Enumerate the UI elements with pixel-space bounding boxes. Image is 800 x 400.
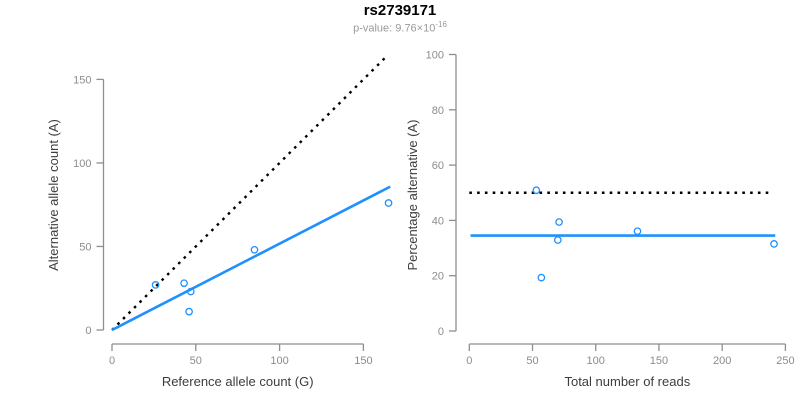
data-point	[537, 273, 546, 282]
data-point	[186, 287, 195, 296]
y-tick-label: 0	[438, 326, 444, 338]
y-tick-label: 50	[79, 241, 91, 253]
y-axis-title: Alternative allele count (A)	[46, 119, 61, 271]
figure-title: rs2739171	[363, 2, 437, 19]
x-axis-title: Reference allele count (G)	[162, 374, 314, 389]
pvalue-text: p-value: 9.76×10	[353, 22, 436, 35]
data-point	[770, 240, 778, 248]
x-tick-label: 200	[713, 355, 731, 367]
data-point	[384, 199, 393, 207]
x-tick-label: 100	[587, 355, 605, 367]
x-tick-label: 100	[270, 355, 288, 367]
data-point	[633, 227, 642, 236]
identity-line	[111, 54, 389, 331]
x-tick-label: 0	[466, 355, 472, 367]
percentage-plot: 0 50 100 150 200 250 0 20 40 60 80 100 Total number …	[405, 50, 795, 390]
y-tick-label: 60	[432, 160, 444, 172]
y-tick-label: 20	[432, 271, 444, 283]
x-tick-label: 250	[776, 355, 794, 367]
x-axis-title: Total number of reads	[564, 374, 690, 389]
data-point	[185, 307, 193, 316]
data-point	[250, 245, 259, 254]
x-tick-label: 150	[354, 355, 372, 367]
y-tick-label: 40	[432, 215, 444, 227]
x-tick-label: 50	[526, 355, 538, 367]
allele-count-plot: 0 50 100 150 0 50 100 150 Reference allele count…	[46, 54, 393, 389]
x-tick-label: 150	[650, 355, 668, 367]
x-tick-label: 50	[190, 355, 202, 367]
y-tick-label: 100	[426, 50, 444, 62]
y-axis-title: Percentage alternative (A)	[405, 119, 420, 270]
y-tick-label: 100	[73, 158, 91, 170]
data-point	[532, 186, 541, 195]
regression-line	[111, 185, 391, 332]
data-point	[151, 281, 160, 289]
x-tick-label: 0	[109, 355, 115, 367]
data-point	[553, 236, 562, 244]
y-tick-label: 0	[85, 325, 91, 337]
data-point	[180, 279, 188, 288]
pvalue-exponent: -16	[435, 20, 447, 29]
y-tick-label: 150	[73, 74, 91, 86]
data-point	[555, 218, 563, 226]
figure-subtitle: p-value: 9.76×10-16	[0, 20, 800, 35]
y-tick-label: 80	[432, 105, 444, 117]
